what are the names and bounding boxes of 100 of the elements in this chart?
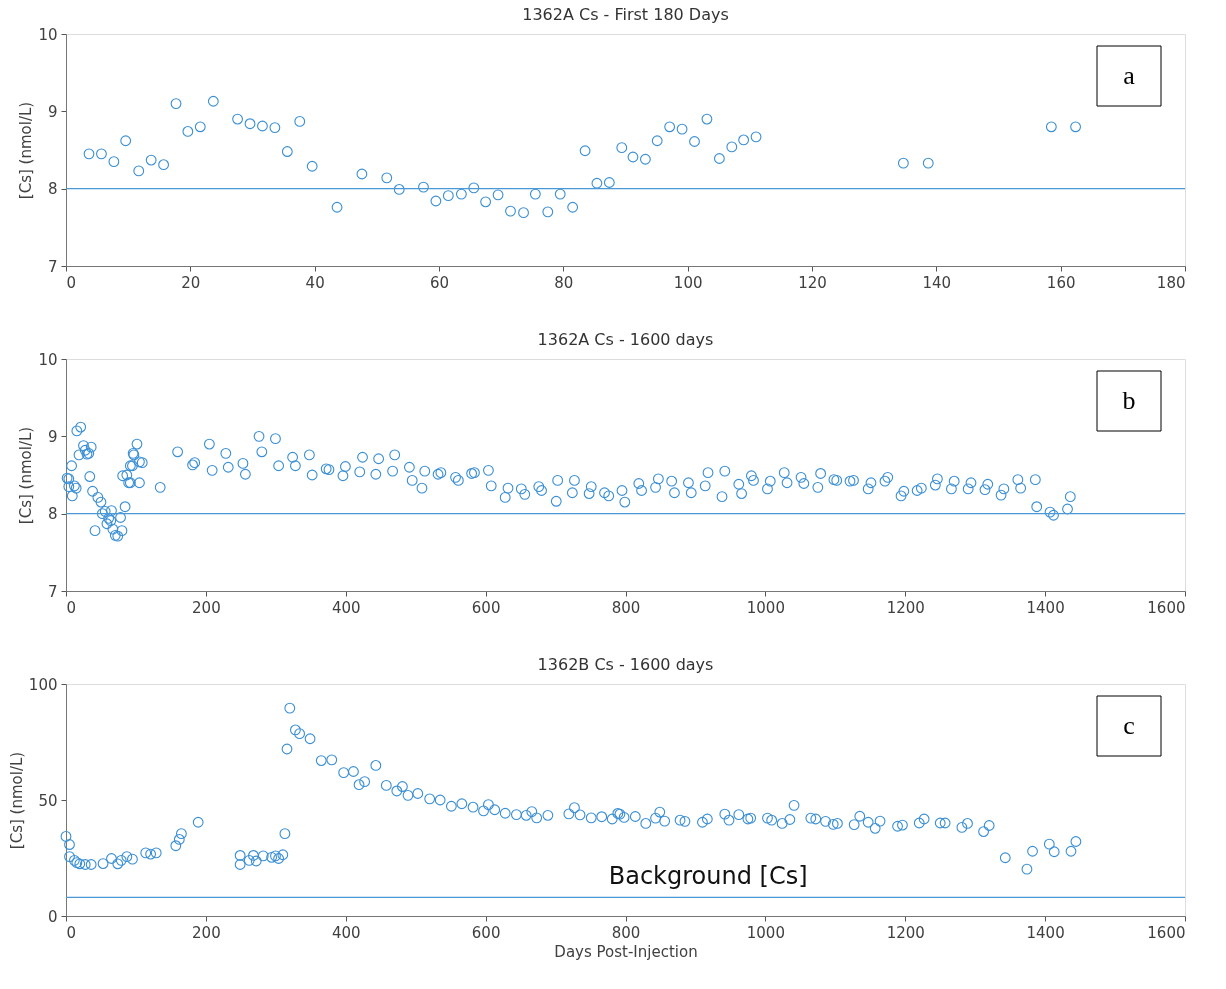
point <box>738 134 750 146</box>
point <box>492 189 504 201</box>
point <box>603 177 615 188</box>
point <box>145 154 157 166</box>
ref-line-label: Background [Cs] <box>608 862 808 891</box>
x-tick-label: 400 <box>331 598 361 617</box>
point <box>83 148 95 160</box>
x-tick-label: 1200 <box>886 923 925 942</box>
y-tick-label: 7 <box>47 257 58 276</box>
point <box>158 159 170 171</box>
chart-title: 1362A Cs - 1600 days <box>537 330 714 349</box>
point <box>518 207 529 219</box>
x-tick-label: 160 <box>1046 273 1076 292</box>
point <box>579 145 591 157</box>
y-tick-label: 8 <box>47 505 58 524</box>
point <box>639 153 651 165</box>
y-tick-label: 10 <box>38 350 58 369</box>
point <box>897 157 909 169</box>
x-tick-label: 0 <box>66 598 77 617</box>
y-axis-title: [Cs] (nmol/L) <box>17 426 36 525</box>
point <box>120 135 132 147</box>
point <box>232 113 243 125</box>
y-tick-label: 9 <box>47 102 58 121</box>
y-tick-label: 8 <box>47 180 58 199</box>
point <box>170 98 182 110</box>
y-tick-label: 100 <box>28 675 58 694</box>
x-tick-label: 400 <box>331 923 361 942</box>
x-tick-label: 800 <box>611 598 641 617</box>
chart-title: 1362B Cs - 1600 days <box>537 655 714 674</box>
point <box>244 118 256 130</box>
point <box>529 188 541 200</box>
y-axis-title: [Cs] (nmol/L) <box>7 751 26 850</box>
point <box>676 123 688 135</box>
x-tick-label: 100 <box>673 273 703 292</box>
point <box>430 195 442 207</box>
point <box>554 188 566 200</box>
y-tick-label: 0 <box>47 907 58 926</box>
point <box>393 184 405 195</box>
point <box>922 157 934 169</box>
x-tick-label: 800 <box>611 923 641 942</box>
point <box>591 177 603 189</box>
point <box>664 121 676 133</box>
x-tick-label: 1000 <box>746 598 785 617</box>
point <box>418 181 429 193</box>
point <box>689 136 700 147</box>
point <box>182 126 194 137</box>
point <box>381 172 393 184</box>
point <box>542 206 554 218</box>
annotation: b <box>1122 386 1136 415</box>
point <box>1045 121 1057 133</box>
y-tick-label: 50 <box>38 791 58 810</box>
x-tick-label: 0 <box>66 923 77 942</box>
point <box>480 196 492 208</box>
point <box>651 135 663 147</box>
y-tick-label: 10 <box>38 25 58 44</box>
x-tick-label: 60 <box>429 273 450 292</box>
x-tick-label: 1000 <box>746 923 785 942</box>
x-tick-label: 1600 <box>1147 598 1186 617</box>
y-tick-label: 7 <box>47 582 58 601</box>
point <box>108 156 120 168</box>
y-axis-title: [Cs] (nmol/L) <box>17 101 36 200</box>
point <box>468 182 480 194</box>
point <box>294 115 306 127</box>
x-tick-label: 120 <box>798 273 827 292</box>
y-tick-label: 9 <box>47 427 58 446</box>
annotation: a <box>1123 61 1136 90</box>
chart-title: 1362A Cs - First 180 Days <box>522 5 729 24</box>
point <box>269 122 281 133</box>
x-tick-label: 180 <box>1156 273 1186 292</box>
point <box>1070 121 1082 133</box>
point <box>567 201 579 213</box>
x-tick-label: 80 <box>554 273 574 292</box>
point <box>750 131 762 143</box>
point <box>713 153 725 164</box>
point <box>726 141 738 153</box>
point <box>616 142 628 154</box>
x-tick-label: 40 <box>305 273 325 292</box>
point <box>505 205 516 217</box>
x-tick-label: 1600 <box>1147 923 1186 942</box>
x-tick-label: 600 <box>471 598 501 617</box>
point <box>96 148 107 160</box>
point <box>306 160 318 172</box>
x-tick-label: 1200 <box>886 598 925 617</box>
point <box>356 168 368 180</box>
point <box>701 113 713 125</box>
point <box>442 190 454 202</box>
point <box>194 121 206 133</box>
x-axis-title: Days Post-Injection <box>554 942 698 961</box>
x-tick-label: 140 <box>922 273 952 292</box>
x-tick-label: 0 <box>66 273 77 292</box>
point <box>455 188 467 200</box>
annotation: c <box>1123 711 1135 740</box>
point <box>207 95 219 107</box>
point <box>331 201 343 213</box>
x-tick-label: 200 <box>192 598 221 617</box>
point <box>281 146 293 157</box>
x-tick-label: 200 <box>192 923 221 942</box>
point <box>133 165 145 177</box>
point <box>257 120 268 132</box>
x-tick-label: 1400 <box>1026 923 1065 942</box>
